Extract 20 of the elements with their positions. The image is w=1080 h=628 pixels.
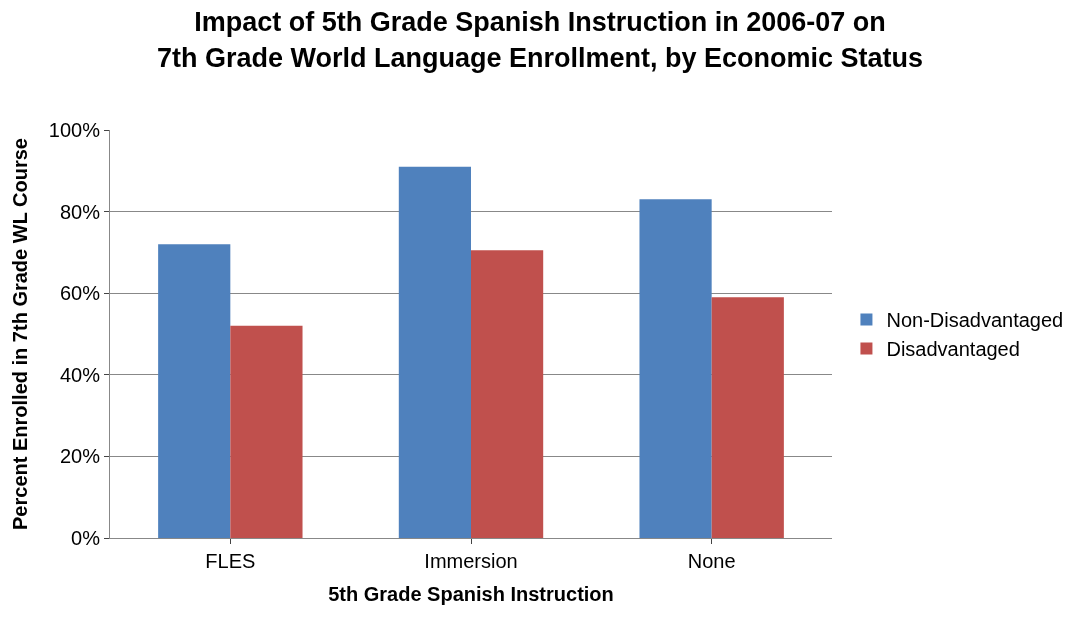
legend-label: Disadvantaged — [886, 338, 1020, 361]
bar — [711, 297, 784, 538]
x-tick-label: None — [687, 550, 736, 572]
y-tick-label: 20% — [59, 445, 101, 468]
y-axis-title: Percent Enrolled in 7th Grade WL Course — [9, 138, 32, 530]
bar — [158, 244, 231, 538]
bar — [230, 325, 303, 538]
y-tick-label: 80% — [59, 200, 101, 223]
y-tick-label: 0% — [71, 527, 101, 549]
x-axis-title: 5th Grade Spanish Instruction — [328, 582, 614, 605]
bar — [639, 199, 712, 538]
y-tick-label: 60% — [59, 282, 101, 305]
bar — [471, 250, 544, 538]
legend-label: Non-Disadvantaged — [886, 309, 1064, 332]
y-tick-label: 100% — [48, 119, 101, 141]
chart-title: Impact of 5th Grade Spanish Instruction in 2006-07 on 7th Grade World Language Enrollment, by Economic Status — [156, 7, 924, 73]
x-tick-label: FLES — [205, 550, 256, 572]
y-tick-label: 40% — [59, 363, 101, 386]
bar — [398, 166, 471, 538]
x-tick-label: Immersion — [424, 550, 518, 572]
